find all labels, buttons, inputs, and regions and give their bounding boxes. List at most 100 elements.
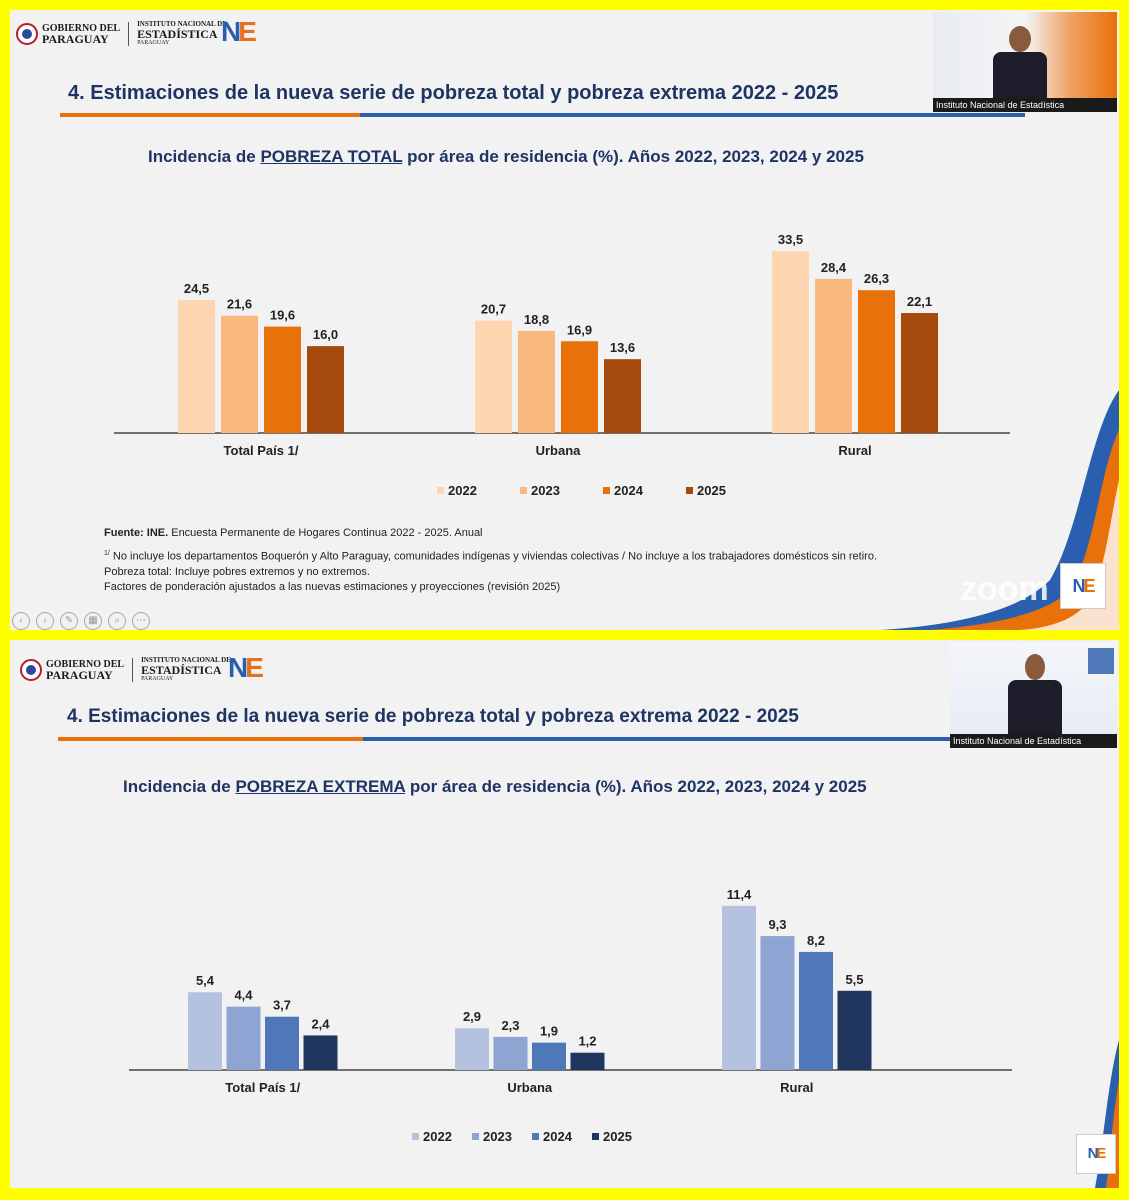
legend-label: 2024 <box>543 1129 573 1144</box>
legend-swatch <box>532 1133 539 1140</box>
speaker-figure <box>993 52 1047 98</box>
title-rule-blue <box>360 113 1025 117</box>
data-label: 1,9 <box>540 1024 558 1039</box>
legend-swatch <box>520 487 527 494</box>
presentation-controls[interactable]: ‹ › ✎ ▦ ⌕ ⋯ <box>12 612 150 630</box>
speaker-figure <box>1008 680 1062 734</box>
bar-2024-0 <box>265 1016 299 1070</box>
legend-swatch <box>603 487 610 494</box>
slide-pobreza-extrema: GOBIERNO DEL PARAGUAY INSTITUTO NACIONAL… <box>10 640 1119 1188</box>
legend-label: 2025 <box>603 1129 632 1144</box>
logo-divider <box>128 21 130 46</box>
slide-pobreza-total: GOBIERNO DEL PARAGUAY INSTITUTO NACIONAL… <box>10 10 1119 630</box>
data-label: 4,4 <box>234 988 253 1003</box>
data-label: 1,2 <box>578 1034 596 1049</box>
ine-logo-line1: INSTITUTO NACIONAL DE <box>141 656 231 664</box>
webcam-caption: Instituto Nacional de Estadística <box>933 98 1117 112</box>
bar-2025-1 <box>570 1052 605 1070</box>
bar-2025-2 <box>837 990 872 1070</box>
legend-label: 2022 <box>423 1129 452 1144</box>
bar-2024-2 <box>799 951 833 1070</box>
bar-2023-2 <box>815 278 852 433</box>
ine-logo-line2: ESTADÍSTICA <box>141 663 222 677</box>
data-label: 16,0 <box>313 327 338 342</box>
chart-title: Incidencia de POBREZA EXTREMA por área d… <box>123 777 867 797</box>
national-seal-icon <box>16 22 38 45</box>
title-rule-orange <box>58 737 363 741</box>
chart-notes: Fuente: INE. Encuesta Permanente de Hoga… <box>104 526 877 595</box>
data-label: 11,4 <box>727 887 752 902</box>
bar-2023-0 <box>226 1006 261 1070</box>
category-label: Urbana <box>536 443 582 458</box>
data-label: 18,8 <box>524 312 549 327</box>
data-label: 22,1 <box>907 294 932 309</box>
bar-2023-1 <box>518 330 555 433</box>
government-logo: GOBIERNO DEL PARAGUAY INSTITUTO NACIONAL… <box>16 20 227 47</box>
pen-icon[interactable]: ✎ <box>60 612 78 630</box>
data-label: 5,4 <box>196 973 215 988</box>
legend-swatch <box>686 487 693 494</box>
more-options-icon[interactable]: ⋯ <box>132 612 150 630</box>
bar-2023-2 <box>760 936 795 1070</box>
chart-title-suffix: por área de residencia (%). Años 2022, 2… <box>402 147 864 166</box>
note-pobreza-total: Pobreza total: Incluye pobres extremos y… <box>104 565 370 578</box>
bar-2025-0 <box>303 1035 338 1070</box>
next-slide-icon[interactable]: › <box>36 612 54 630</box>
bar-2024-2 <box>858 290 895 433</box>
data-label: 24,5 <box>184 281 209 296</box>
chart-title-emphasis: POBREZA TOTAL <box>260 147 403 166</box>
bar-2022-2 <box>772 251 809 433</box>
category-label: Urbana <box>507 1080 553 1095</box>
zoom-watermark: zoom <box>960 570 1049 608</box>
ine-logo-text: INSTITUTO NACIONAL DE ESTADÍSTICA PARAGU… <box>141 656 231 683</box>
gov-logo-line1: GOBIERNO DEL <box>46 658 125 670</box>
data-label: 33,5 <box>778 232 803 247</box>
bar-2023-1 <box>493 1036 528 1070</box>
category-label: Total País 1/ <box>224 443 299 458</box>
bar-2022-2 <box>722 905 756 1070</box>
zoom-icon[interactable]: ⌕ <box>108 612 126 630</box>
data-label: 26,3 <box>864 271 889 286</box>
ine-logo-line2: ESTADÍSTICA <box>137 27 218 41</box>
legend-swatch <box>437 487 444 494</box>
data-label: 28,4 <box>821 260 847 275</box>
slides-grid-icon[interactable]: ▦ <box>84 612 102 630</box>
chart-title-suffix: por área de residencia (%). Años 2022, 2… <box>405 777 867 796</box>
data-label: 2,3 <box>501 1018 519 1033</box>
bar-2025-1 <box>604 359 641 433</box>
bar-2024-0 <box>264 326 301 433</box>
speaker-webcam: Instituto Nacional de Estadística <box>933 12 1117 112</box>
bar-2022-1 <box>475 320 512 433</box>
bar-2024-1 <box>532 1042 566 1070</box>
data-label: 21,6 <box>227 297 252 312</box>
government-logo: GOBIERNO DEL PARAGUAY INSTITUTO NACIONAL… <box>20 656 231 683</box>
data-label: 13,6 <box>610 340 635 355</box>
ine-badge-icon: NE <box>1076 1134 1116 1174</box>
legend-swatch <box>412 1133 419 1140</box>
section-title: 4. Estimaciones de la nueva serie de pob… <box>67 706 799 727</box>
legend-label: 2025 <box>697 483 726 498</box>
category-label: Total País 1/ <box>225 1080 300 1095</box>
footnote-text: No incluye los departamentos Boquerón y … <box>109 550 877 563</box>
footnote-mark: 1/ <box>104 550 110 557</box>
gov-logo-line2: PARAGUAY <box>46 667 113 682</box>
gov-logo-line2: PARAGUAY <box>42 31 109 46</box>
ine-ne-logo: NE <box>228 652 264 683</box>
title-rule-orange <box>60 113 360 117</box>
source-text: Encuesta Permanente de Hogares Continua … <box>168 527 483 539</box>
category-label: Rural <box>838 443 871 458</box>
webcam-caption: Instituto Nacional de Estadística <box>950 734 1117 748</box>
section-title: 4. Estimaciones de la nueva serie de pob… <box>68 82 839 104</box>
logo-divider <box>132 657 134 682</box>
data-label: 19,6 <box>270 308 295 323</box>
legend-label: 2022 <box>448 483 477 498</box>
ine-logo-line3: PARAGUAY <box>141 676 174 682</box>
chart-title-prefix: Incidencia de <box>148 147 261 166</box>
legend-swatch <box>472 1133 479 1140</box>
legend-label: 2023 <box>483 1129 512 1144</box>
chart-title-prefix: Incidencia de <box>123 777 236 796</box>
previous-slide-icon[interactable]: ‹ <box>12 612 30 630</box>
bar-2023-0 <box>221 315 258 433</box>
ine-ne-logo: NE <box>221 16 257 47</box>
data-label: 8,2 <box>807 933 825 948</box>
